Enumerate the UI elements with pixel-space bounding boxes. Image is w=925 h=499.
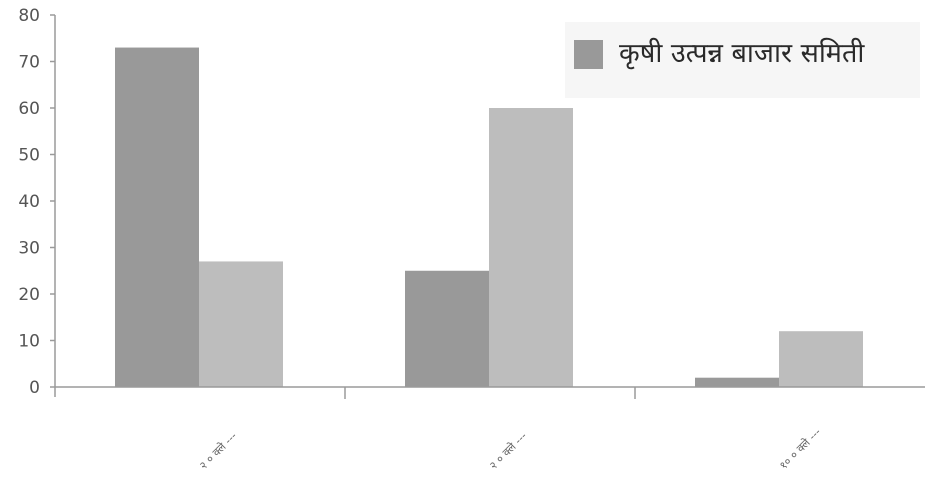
- legend-label-series-1: कृषी उत्पन्न बाजार समिती: [619, 38, 865, 69]
- y-tick-label: 40: [18, 192, 40, 212]
- x-tick-label: २ ० क्ले ---: [487, 429, 530, 472]
- bars: [115, 47, 863, 388]
- y-tick-label: 60: [18, 99, 40, 119]
- y-tick-label: 50: [18, 146, 40, 166]
- y-tick-label: 30: [18, 239, 40, 259]
- y-tick-label: 20: [18, 285, 40, 305]
- legend: कृषी उत्पन्न बाजार समिती: [565, 22, 920, 98]
- bar-1-3: [695, 377, 779, 387]
- y-tick-label: 70: [18, 53, 40, 73]
- bar-2-2: [489, 108, 573, 387]
- y-axis: 0 10 20 30 40 50 60 70 80: [18, 6, 56, 398]
- bar-1-2: [405, 270, 489, 387]
- bar-1-1: [115, 47, 199, 388]
- legend-swatch-series-1: [574, 40, 603, 69]
- x-axis: २ ० क्ले --- २ ० क्ले --- १० ० क्ले ---: [55, 386, 925, 472]
- x-tick-label: १० ० क्ले ---: [777, 425, 824, 472]
- y-tick-label: 10: [18, 332, 40, 352]
- y-tick-label: 0: [29, 378, 40, 398]
- y-tick-label: 80: [18, 6, 40, 26]
- bar-2-1: [199, 261, 283, 387]
- bar-2-3: [779, 331, 863, 387]
- x-tick-label: २ ० क्ले ---: [197, 429, 240, 472]
